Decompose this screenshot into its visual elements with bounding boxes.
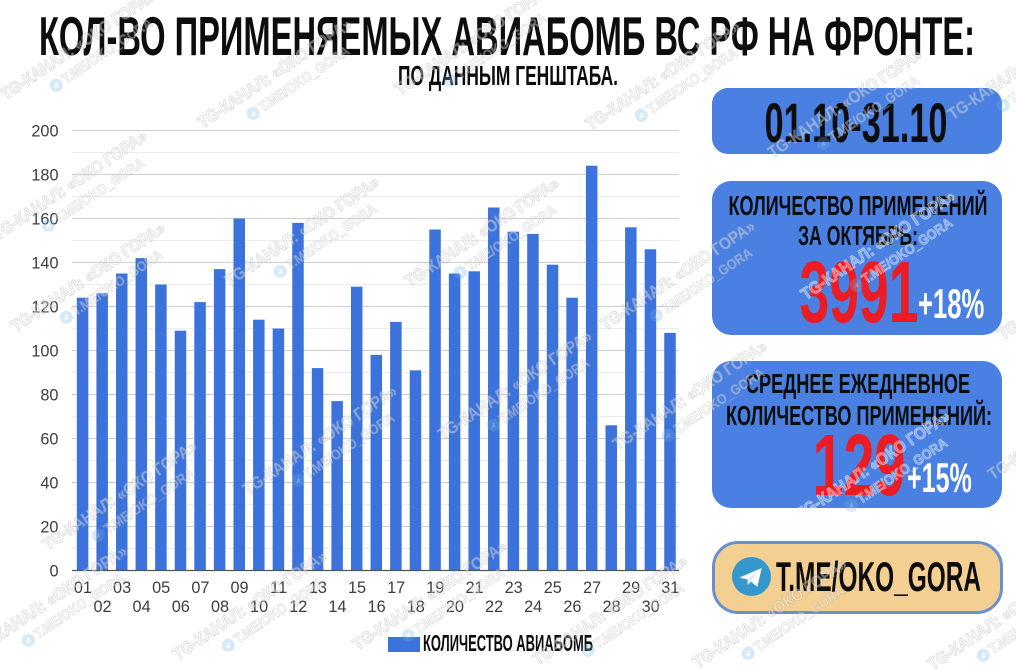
svg-text:80: 80 (40, 386, 58, 404)
svg-text:18: 18 (407, 598, 425, 616)
svg-text:200: 200 (31, 122, 58, 140)
svg-text:17: 17 (387, 579, 405, 597)
svg-text:0: 0 (49, 562, 58, 580)
svg-text:28: 28 (603, 598, 621, 616)
svg-text:100: 100 (31, 342, 58, 360)
svg-text:10: 10 (250, 598, 268, 616)
svg-text:120: 120 (31, 298, 58, 316)
svg-text:12: 12 (289, 598, 307, 616)
svg-text:16: 16 (368, 598, 386, 616)
svg-text:04: 04 (133, 598, 151, 616)
svg-text:13: 13 (309, 579, 327, 597)
svg-text:14: 14 (328, 598, 346, 616)
svg-text:24: 24 (524, 598, 542, 616)
svg-text:07: 07 (191, 579, 209, 597)
svg-text:26: 26 (563, 598, 581, 616)
svg-text:140: 140 (31, 254, 58, 272)
svg-text:06: 06 (172, 598, 190, 616)
svg-text:30: 30 (642, 598, 660, 616)
svg-text:21: 21 (465, 579, 483, 597)
svg-text:23: 23 (505, 579, 523, 597)
svg-text:60: 60 (40, 430, 58, 448)
svg-text:09: 09 (230, 579, 248, 597)
svg-text:22: 22 (485, 598, 503, 616)
svg-text:20: 20 (40, 518, 58, 536)
svg-text:20: 20 (446, 598, 464, 616)
svg-text:03: 03 (113, 579, 131, 597)
svg-text:08: 08 (211, 598, 229, 616)
svg-text:05: 05 (152, 579, 170, 597)
svg-text:02: 02 (93, 598, 111, 616)
svg-text:01: 01 (74, 579, 92, 597)
svg-text:31: 31 (661, 579, 679, 597)
svg-text:180: 180 (31, 166, 58, 184)
svg-text:29: 29 (622, 579, 640, 597)
svg-text:11: 11 (270, 579, 287, 597)
svg-text:15: 15 (348, 579, 366, 597)
svg-text:25: 25 (544, 579, 562, 597)
svg-text:19: 19 (426, 579, 444, 597)
svg-text:160: 160 (31, 210, 58, 228)
svg-text:40: 40 (40, 474, 58, 492)
svg-text:27: 27 (583, 579, 601, 597)
